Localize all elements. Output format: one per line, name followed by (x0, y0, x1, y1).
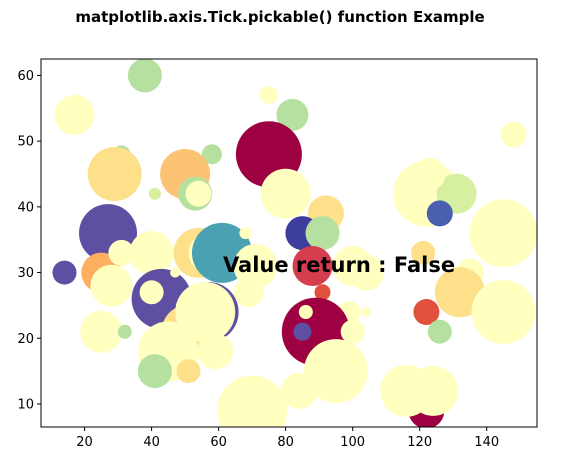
y-tick-label-2: 30 (17, 266, 34, 281)
scatter-point-27 (108, 239, 135, 266)
scatter-point-50 (80, 310, 123, 353)
scatter-point-1 (54, 94, 95, 135)
chart-title: matplotlib.axis.Tick.pickable() function… (75, 8, 484, 26)
scatter-point-35 (239, 227, 252, 240)
x-tick-label-3: 80 (277, 435, 294, 450)
scatter-point-59 (137, 354, 172, 389)
scatter-point-49 (427, 319, 452, 344)
y-tick-label-5: 60 (17, 69, 34, 84)
scatter-points (52, 59, 537, 427)
scatter-point-26 (90, 264, 133, 307)
scatter-point-44 (471, 280, 536, 344)
scatter-point-0 (127, 59, 162, 93)
scatter-point-3 (276, 98, 309, 131)
scatter-point-28 (129, 230, 174, 275)
scatter-point-58 (197, 333, 234, 370)
value-annotation: Value return : False (223, 253, 455, 277)
x-axis: 20 40 60 80 100 120 140 (76, 427, 499, 450)
scatter-point-24 (52, 260, 77, 285)
scatter-point-37 (233, 277, 264, 308)
scatter-point-7 (201, 144, 222, 165)
scatter-point-22 (305, 216, 340, 251)
scatter-point-41 (411, 240, 436, 265)
y-tick-label-0: 10 (17, 398, 34, 413)
scatter-point-8 (87, 147, 142, 201)
scatter-point-13 (260, 168, 311, 219)
scatter-point-31 (170, 267, 181, 278)
y-tick-label-4: 50 (17, 135, 34, 150)
x-tick-label-0: 20 (76, 435, 93, 450)
y-tick-label-1: 20 (17, 332, 34, 347)
scatter-point-64 (340, 319, 365, 344)
scatter-point-17 (426, 200, 453, 227)
y-axis: 10 20 30 40 50 60 (17, 69, 41, 413)
axes-frame (40, 58, 538, 428)
x-tick-label-1: 40 (143, 435, 160, 450)
scatter-point-65 (217, 375, 288, 427)
x-tick-label-6: 140 (474, 435, 499, 450)
y-tick-label-3: 40 (17, 200, 34, 215)
scatter-point-45 (314, 284, 331, 301)
scatter-point-23 (469, 199, 537, 268)
scatter-point-51 (117, 324, 132, 339)
x-tick-label-2: 60 (210, 435, 227, 450)
scatter-point-47 (361, 307, 372, 317)
x-tick-label-5: 120 (407, 435, 432, 450)
scatter-point-70 (408, 365, 459, 416)
scatter-point-36 (233, 244, 278, 288)
scatter-point-60 (176, 359, 201, 384)
x-tick-label-4: 100 (340, 435, 365, 450)
scatter-point-48 (413, 299, 440, 325)
scatter-point-12 (185, 180, 212, 207)
scatter-point-38 (292, 246, 333, 286)
scatter-point-40 (348, 254, 385, 291)
scatter-point-4 (500, 121, 527, 148)
scatter-point-63 (298, 305, 313, 319)
scatter-point-2 (259, 86, 278, 105)
scatter-point-30 (139, 280, 164, 305)
scatter-point-10 (148, 187, 161, 200)
scatter-point-67 (303, 339, 368, 404)
scatter-point-62 (293, 322, 312, 341)
scatter-point-16 (413, 158, 446, 190)
scatter-point-54 (175, 282, 236, 342)
